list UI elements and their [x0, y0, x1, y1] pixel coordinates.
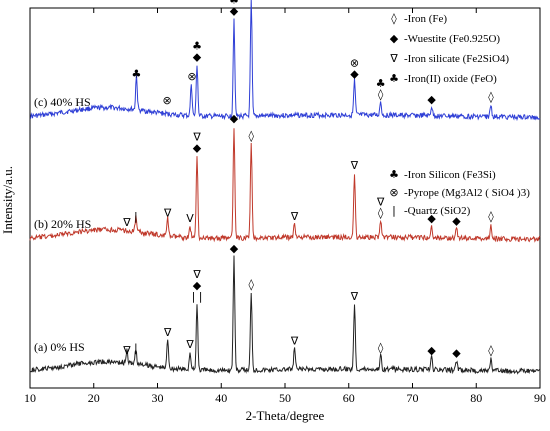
x-tick-label: 80	[470, 391, 482, 405]
legend-label: -Quartz (SiO2)	[404, 205, 471, 217]
phase-marker: ◆	[193, 50, 202, 63]
x-tick-label: 30	[152, 391, 164, 405]
phase-marker: ◊	[248, 130, 254, 143]
phase-marker: ◊	[378, 206, 384, 219]
phase-marker: ⊗	[350, 57, 359, 70]
legend-label: -Iron (Fe)	[404, 13, 447, 25]
phase-marker: ♣	[376, 77, 386, 90]
x-axis-label: 2-Theta/degree	[246, 408, 325, 423]
phase-marker: V	[186, 212, 194, 225]
legend-symbol: ∇	[389, 52, 398, 65]
phase-marker: ∇	[163, 206, 172, 219]
series-line	[29, 128, 541, 243]
x-tick-label: 50	[279, 391, 291, 405]
phase-marker: ◆	[230, 4, 239, 17]
x-axis-ticks: 10 20 30 40 50 60 70 80 90	[24, 8, 546, 405]
phase-marker: ◆	[230, 242, 239, 255]
x-tick-label: 60	[343, 391, 355, 405]
x-tick-label: 10	[24, 391, 36, 405]
phase-marker: ∇	[122, 216, 131, 229]
phase-marker: ◆	[350, 68, 359, 81]
phase-marker: |	[134, 210, 138, 223]
legend-symbol: ♣	[389, 72, 399, 85]
phase-marker: ◆	[193, 141, 202, 154]
phase-marker: |	[134, 342, 138, 355]
phase-marker: ◆	[193, 279, 202, 292]
phase-marker: ◆	[427, 344, 436, 357]
phase-marker: ⊗	[187, 70, 196, 83]
legend-label: -Wuestite (Fe0.925O)	[404, 33, 500, 45]
phase-marker: ◆	[452, 215, 461, 228]
phase-marker: ◊	[248, 278, 254, 291]
legend-symbol: ◊	[391, 12, 397, 25]
phase-marker: ◊	[378, 342, 384, 355]
phase-marker: ◊	[488, 210, 494, 223]
phase-marker: ∇	[192, 268, 201, 281]
phase-marker: ◊	[378, 88, 384, 101]
phase-marker: ∇	[122, 344, 131, 357]
phase-marker: ♣	[192, 39, 202, 52]
legend-symbol: |	[392, 204, 396, 217]
legend-symbol: ⊗	[389, 186, 398, 199]
phase-marker: ◆	[452, 346, 461, 359]
legend-label: -Pyrope (Mg3Al2 ( SiO4 )3)	[404, 187, 530, 199]
phase-marker: ∇	[290, 210, 299, 223]
x-tick-label: 40	[215, 391, 227, 405]
phase-marker: ∇	[185, 338, 194, 351]
legend-label: -Iron silicate (Fe2SiO4)	[404, 53, 509, 65]
x-tick-label: 90	[534, 391, 546, 405]
series-0: (c) 40% HS♣⊗⊗♣◆♣◆♣◊⊗◆♣◊◆◊	[29, 0, 541, 122]
legend-label: -Iron Silicon (Fe3Si)	[404, 169, 496, 181]
series-label: (a) 0% HS	[34, 340, 85, 354]
legend-label: -Iron(II) oxide (FeO)	[404, 73, 497, 85]
phase-marker: ◆	[427, 212, 436, 225]
phase-marker: ◊	[488, 344, 494, 357]
x-tick-label: 20	[88, 391, 100, 405]
phase-marker: ∇	[163, 326, 172, 339]
series-line	[29, 0, 541, 122]
x-tick-label: 70	[407, 391, 419, 405]
phase-marker: ∇	[290, 334, 299, 347]
phase-marker: ∇	[376, 195, 385, 208]
phase-marker: | |	[192, 290, 203, 303]
series-2: (a) 0% HS ∇ |∇∇∇◆| |◆◊∇∇◊ ◆ ◆ ◊	[29, 242, 541, 375]
phase-marker: ∇	[350, 290, 359, 303]
phase-marker: ∇	[350, 159, 359, 172]
phase-marker: ∇	[192, 130, 201, 143]
phase-marker: ◊	[488, 91, 494, 104]
legend-symbol: ◆	[390, 32, 399, 45]
series-1: (b) 20% HS ∇ | ∇ V∇◆◆◊∇∇∇◊ ◆ ◆ ◊	[29, 112, 541, 243]
series-label: (c) 40% HS	[34, 95, 91, 109]
legend: ◊ -Iron (Fe) ◆ -Wuestite (Fe0.925O) ∇ -Iron s…	[389, 12, 530, 217]
phase-marker: ◆	[427, 93, 436, 106]
series-line	[29, 255, 541, 375]
phase-marker: ♣	[132, 68, 142, 81]
phase-marker: ♣	[229, 0, 239, 6]
legend-symbol: ♣	[389, 168, 399, 181]
y-axis-label: Intensity/a.u.	[0, 166, 15, 234]
phase-marker: ⊗	[162, 94, 171, 107]
phase-marker: ◆	[230, 112, 239, 125]
series-label: (b) 20% HS	[34, 217, 91, 231]
series-layer: (c) 40% HS♣⊗⊗♣◆♣◆♣◊⊗◆♣◊◆◊(b) 20% HS∇|∇V∇…	[29, 0, 541, 375]
